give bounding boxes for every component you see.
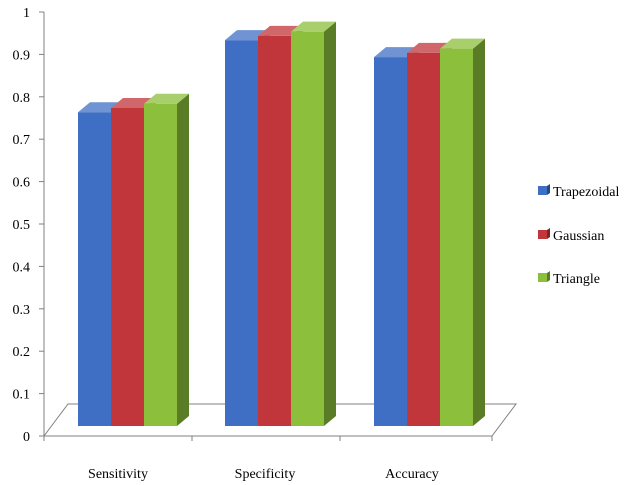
legend-swatch-side <box>547 271 550 282</box>
x-ticks <box>43 436 493 441</box>
bar-front <box>291 31 324 427</box>
bar-side <box>473 38 485 426</box>
category-label: Accuracy <box>385 467 439 482</box>
bar-side <box>177 93 189 426</box>
y-tick-label: 0.1 <box>13 388 31 403</box>
y-ticks: 0 0.1 0.2 0.3 0.4 0.5 0.6 0.7 0.8 0.9 1 <box>13 6 44 445</box>
category-labels: Sensitivity Specificity Accuracy <box>88 467 439 482</box>
bar-triangle-accuracy <box>440 38 485 426</box>
legend-swatch <box>538 273 547 282</box>
y-axis: 0 0.1 0.2 0.3 0.4 0.5 0.6 0.7 0.8 0.9 1 <box>13 6 45 445</box>
bar-top <box>291 21 336 32</box>
legend-item-gaussian: Gaussian <box>538 228 604 244</box>
bar-front <box>374 57 407 427</box>
legend-item-triangle: Triangle <box>538 271 600 287</box>
bar-triangle-specificity <box>291 21 336 427</box>
y-tick-label: 0.7 <box>13 133 31 148</box>
y-tick-label: 1 <box>23 6 30 21</box>
bar-front <box>258 35 291 427</box>
bar-front <box>111 108 144 426</box>
y-tick-label: 0.5 <box>13 218 31 233</box>
y-tick-label: 0.6 <box>13 176 31 191</box>
bar-triangle-sensitivity <box>144 93 189 426</box>
legend-swatch <box>538 230 547 239</box>
bar-front <box>407 52 440 426</box>
y-tick-label: 0.9 <box>13 48 31 63</box>
bar-front <box>78 112 111 427</box>
legend-label: Triangle <box>553 272 600 287</box>
legend-label: Gaussian <box>553 229 604 244</box>
legend-swatch-side <box>547 184 550 195</box>
bar-front <box>144 103 177 426</box>
legend-label: Trapezoidal <box>553 185 619 200</box>
bar-front <box>440 48 473 426</box>
category-label: Sensitivity <box>88 467 148 482</box>
bar-front <box>225 40 258 426</box>
y-tick-label: 0 <box>23 430 30 445</box>
y-tick-label: 0.4 <box>13 260 31 275</box>
legend-swatch <box>538 186 547 195</box>
bars <box>78 21 485 427</box>
y-tick-label: 0.3 <box>13 303 31 318</box>
category-label: Specificity <box>235 467 296 482</box>
legend-swatch-side <box>547 228 550 239</box>
y-tick-label: 0.2 <box>13 345 31 360</box>
bar-side <box>324 21 336 427</box>
y-tick-label: 0.8 <box>13 91 31 106</box>
legend: Trapezoidal Gaussian Triangle <box>538 184 619 287</box>
bar-top <box>144 93 189 104</box>
bar-top <box>440 38 485 49</box>
legend-item-trapezoidal: Trapezoidal <box>538 184 619 200</box>
